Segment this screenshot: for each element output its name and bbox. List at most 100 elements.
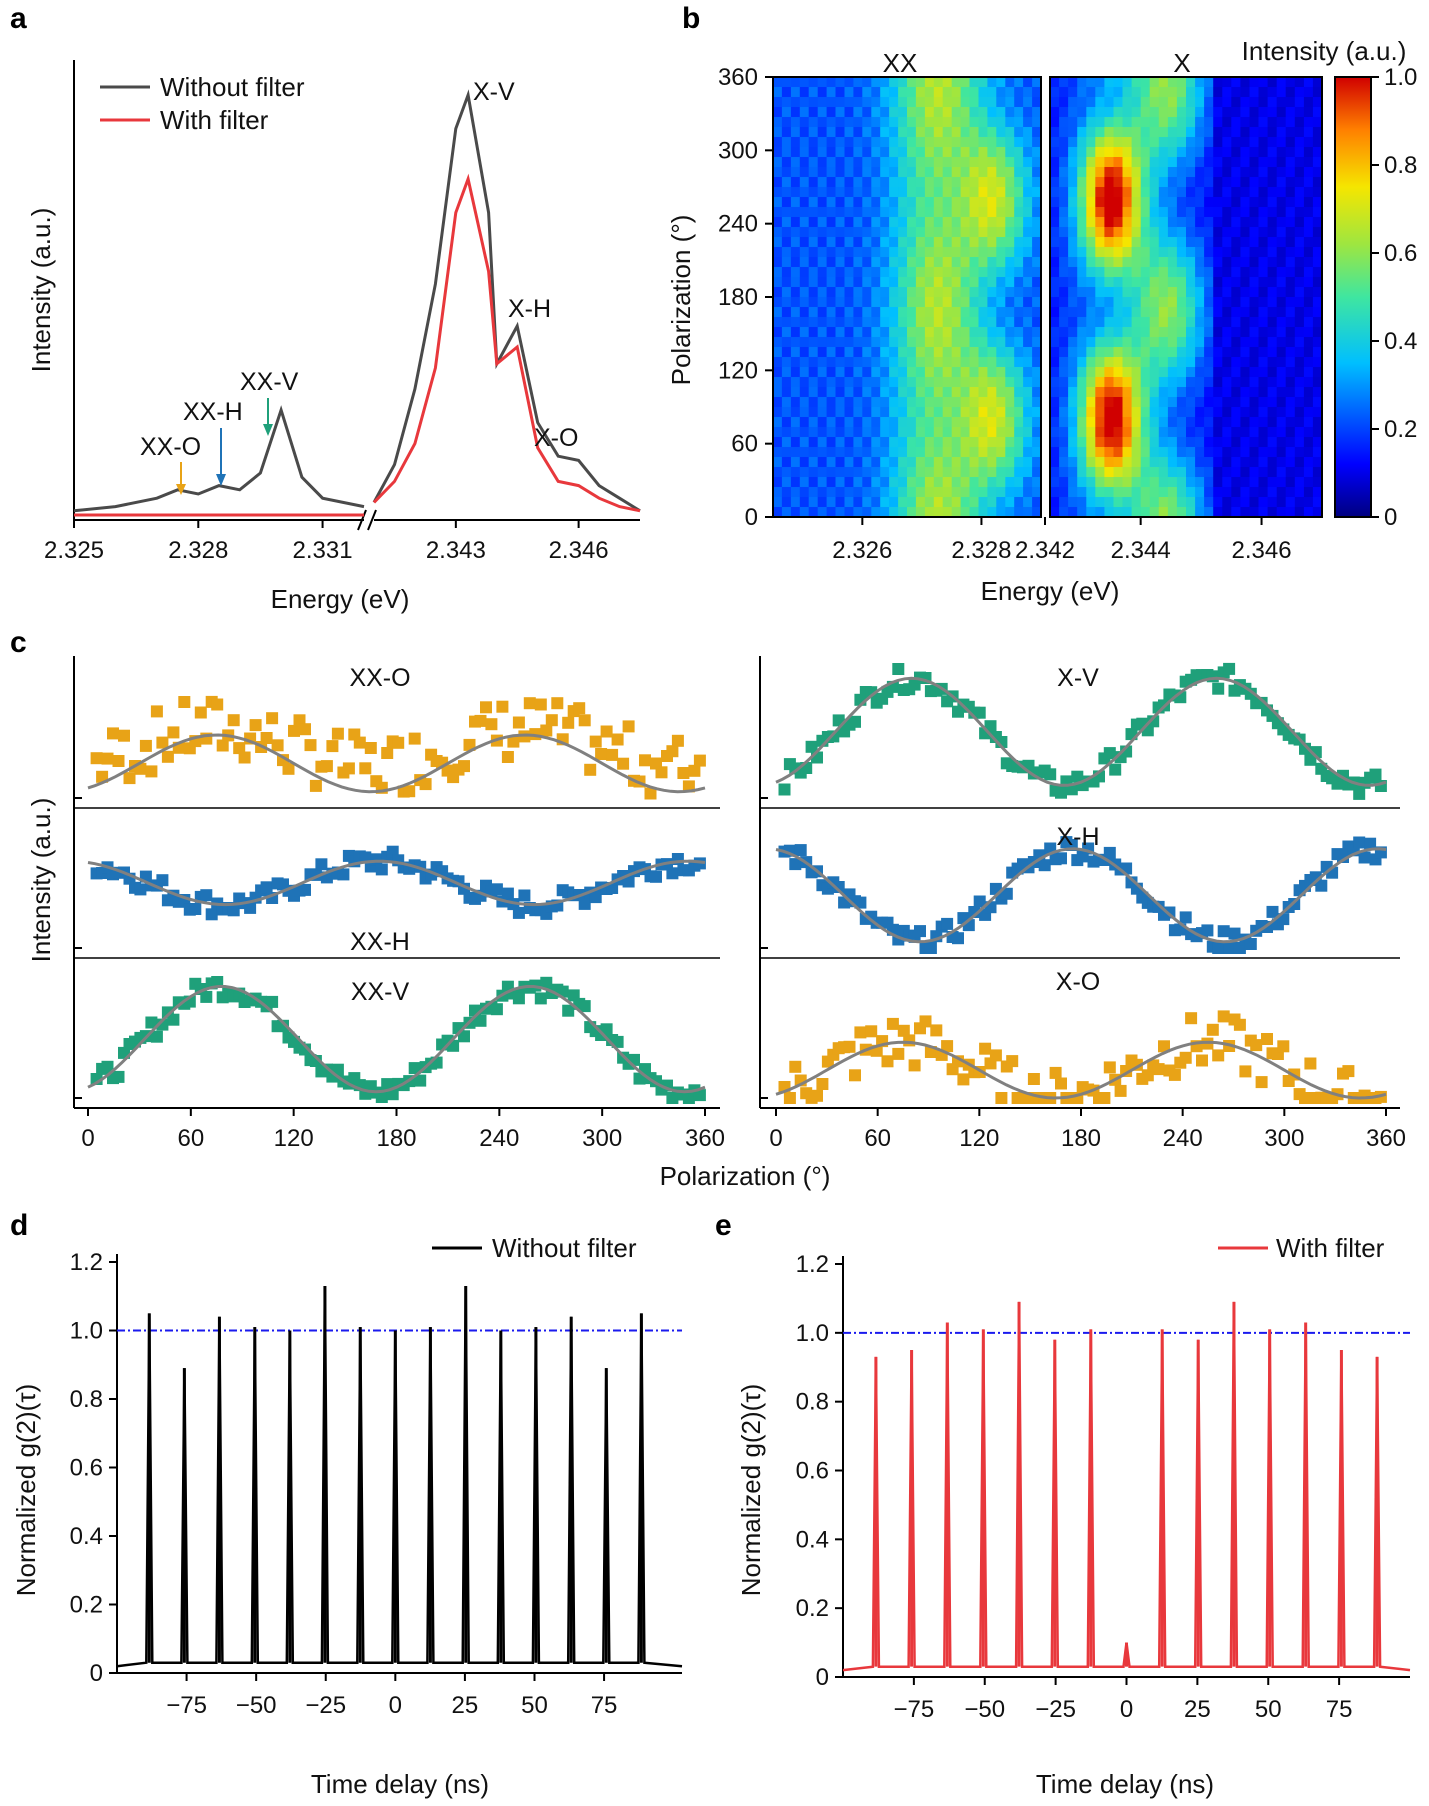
b-heat-cell (826, 427, 837, 438)
b-heat-cell (1014, 307, 1024, 318)
b-heat-cell (1059, 307, 1069, 318)
b-heat-cell (1231, 357, 1241, 368)
b-heat-cell (853, 427, 863, 438)
b-heat-cell (1276, 197, 1287, 208)
c-point-x-o (849, 1069, 861, 1082)
b-heat-cell (781, 437, 792, 448)
b-heat-cell (871, 457, 881, 468)
b-heat-cell (1050, 397, 1060, 408)
b-heat-cell (1167, 397, 1178, 408)
b-heat-cell (1167, 77, 1178, 88)
c-point-xx-v (299, 1043, 311, 1056)
b-heat-cell (817, 77, 828, 88)
b-heat-cell (853, 137, 863, 148)
b-heat-cell (969, 87, 979, 98)
b-heat-cell (799, 477, 810, 488)
b-heat-cell (773, 167, 783, 178)
b-heat-cell (1213, 287, 1223, 298)
b-heat-cell (808, 217, 819, 228)
b-heat-cell (1204, 447, 1214, 458)
c-point-x-h (789, 858, 802, 871)
b-heat-cell (996, 457, 1006, 468)
b-heat-cell (1167, 337, 1178, 348)
b-heat-cell (871, 157, 881, 168)
b-heat-cell (853, 227, 863, 238)
b-heat-cell (1249, 87, 1260, 98)
b-heat-cell (1267, 277, 1278, 288)
b-heat-cell (898, 107, 908, 118)
b-heat-cell (942, 457, 953, 468)
b-heat-cell (1023, 437, 1033, 448)
b-heat-cell (1276, 367, 1287, 378)
b-heat-cell (844, 157, 854, 168)
b-heat-cell (1231, 197, 1241, 208)
b-heat-cell (808, 187, 819, 198)
b-heat-cell (889, 217, 899, 228)
c-point-x-o (789, 1060, 802, 1073)
b-heat-cell (862, 197, 872, 208)
b-heat-cell (915, 387, 926, 398)
b-heat-cell (871, 237, 881, 248)
b-heat-cell (1249, 277, 1260, 288)
b-heat-cell (853, 357, 863, 368)
b-heat-cell (1122, 477, 1133, 488)
b-heat-cell (1167, 417, 1178, 428)
b-heat-cell (1167, 267, 1178, 278)
b-heat-cell (1213, 97, 1223, 108)
b-heat-cell (1086, 387, 1096, 398)
b-heat-cell (871, 447, 881, 458)
b-heat-cell (889, 307, 899, 318)
b-heat-cell (808, 177, 819, 188)
b-heat-cell (844, 437, 854, 448)
b-heat-cell (907, 437, 917, 448)
b-heat-cell (1077, 337, 1087, 348)
b-heat-cell (871, 497, 881, 508)
b-heat-cell (1086, 417, 1096, 428)
b-heat-cell (942, 467, 953, 478)
b-heat-cell (907, 357, 917, 368)
c-point-xx-o (260, 732, 273, 744)
b-heat-cell (1276, 247, 1287, 258)
b-heat-cell (960, 177, 971, 188)
b-heat-cell (808, 487, 819, 498)
b-heat-cell (1032, 77, 1042, 88)
b-heat-cell (1149, 407, 1160, 418)
b-heat-cell (1213, 447, 1223, 458)
b-heat-cell (1140, 77, 1151, 88)
b-heat-cell (907, 417, 917, 428)
b-heat-cell (1276, 327, 1287, 338)
b-heat-cell (1059, 177, 1069, 188)
b-heat-cell (951, 157, 962, 168)
b-heat-cell (1240, 207, 1251, 218)
b-heat-cell (1186, 117, 1196, 128)
b-heat-cell (1122, 357, 1133, 368)
b-heat-cell (1032, 247, 1042, 258)
b-heat-cell (1222, 477, 1232, 488)
b-heat-cell (853, 87, 863, 98)
b-heat-cell (942, 307, 953, 318)
b-heat-cell (1231, 447, 1241, 458)
b-heat-cell (844, 257, 854, 268)
b-heat-cell (1086, 277, 1096, 288)
b-heat-cell (880, 467, 890, 478)
b-heat-cell (1276, 177, 1287, 188)
b-heat-cell (1222, 187, 1232, 198)
c-xtick-label: 240 (479, 1125, 519, 1152)
c-point-x-h (952, 932, 964, 945)
b-heat-cell (790, 77, 801, 88)
b-heat-cell (1077, 257, 1087, 268)
b-heat-cell (1032, 447, 1042, 458)
c-point-x-o (1239, 1065, 1252, 1078)
b-heat-cell (871, 357, 881, 368)
c-point-xx-v (458, 1030, 470, 1043)
b-heat-cell (1122, 377, 1133, 388)
b-heat-cell (1014, 77, 1024, 88)
b-heat-cell (1158, 187, 1169, 198)
b-heat-cell (808, 337, 819, 348)
b-heat-cell (1276, 107, 1287, 118)
b-heat-cell (844, 347, 854, 358)
b-heat-cell (915, 77, 926, 88)
b-heat-cell (1222, 417, 1232, 428)
b-heat-cell (808, 97, 819, 108)
b-heat-cell (1113, 127, 1124, 138)
